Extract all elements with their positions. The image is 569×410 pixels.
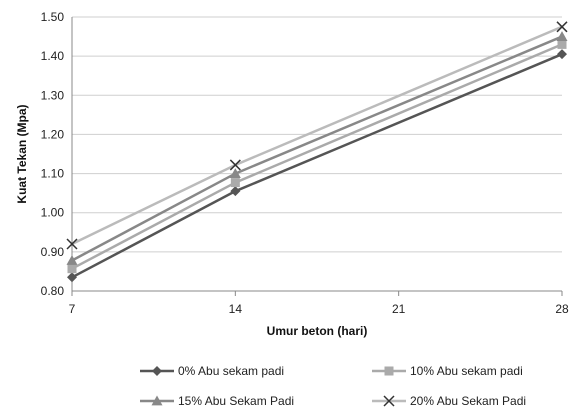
series-line <box>71 25 563 246</box>
y-tick-label: 1.10 <box>41 167 65 181</box>
x-axis-title: Umur beton (hari) <box>267 324 368 338</box>
data-point <box>556 21 568 33</box>
legend-item: 20% Abu Sekam Padi <box>372 394 526 408</box>
legend-label: 15% Abu Sekam Padi <box>178 394 294 408</box>
y-tick-label: 1.30 <box>41 88 65 102</box>
data-point <box>230 178 240 188</box>
x-tick-label: 7 <box>69 302 76 316</box>
legend-label: 0% Abu sekam padi <box>178 364 284 378</box>
y-axis-title: Kuat Tekan (Mpa) <box>15 104 29 203</box>
data-point <box>66 238 78 250</box>
legend-marker <box>384 366 394 376</box>
data-point <box>67 264 77 274</box>
y-tick-label: 1.00 <box>41 206 65 220</box>
legend: 0% Abu sekam padi 10% Abu sekam padi 15% A… <box>140 364 526 408</box>
y-tick-label: 0.80 <box>41 284 65 298</box>
legend-label: 20% Abu Sekam Padi <box>410 394 526 408</box>
legend-marker <box>152 366 162 376</box>
legend-item: 15% Abu Sekam Padi <box>140 394 294 408</box>
data-point <box>230 186 241 197</box>
legend-marker <box>151 395 163 406</box>
gridlines <box>72 16 562 292</box>
data-point <box>229 159 241 171</box>
x-tick-label: 28 <box>555 302 569 316</box>
x-tick-label: 21 <box>392 302 406 316</box>
legend-item: 10% Abu sekam padi <box>372 364 523 378</box>
axes <box>71 17 563 296</box>
legend-label: 10% Abu sekam padi <box>410 364 523 378</box>
data-point <box>556 31 568 41</box>
y-tick-label: 1.20 <box>41 127 65 141</box>
legend-item: 0% Abu sekam padi <box>140 364 284 378</box>
series-line <box>71 53 563 279</box>
y-tick-label: 1.40 <box>41 49 65 63</box>
series-1 <box>67 39 567 274</box>
legend-marker <box>383 395 395 407</box>
y-tick-label: 1.50 <box>41 10 65 24</box>
data-point <box>67 272 77 283</box>
tick-labels: 0.80 0.90 1.00 1.10 1.20 1.30 1.40 1.50 7 14 21 28 <box>41 10 569 316</box>
x-tick-label: 14 <box>229 302 243 316</box>
series-2 <box>66 31 568 265</box>
data-point <box>557 39 567 49</box>
data-point <box>66 254 78 265</box>
y-tick-label: 0.90 <box>41 245 65 259</box>
series-3 <box>66 21 568 250</box>
series-0 <box>67 49 567 283</box>
data-point <box>229 168 241 178</box>
data-point <box>557 49 567 60</box>
series-lines <box>66 21 568 283</box>
